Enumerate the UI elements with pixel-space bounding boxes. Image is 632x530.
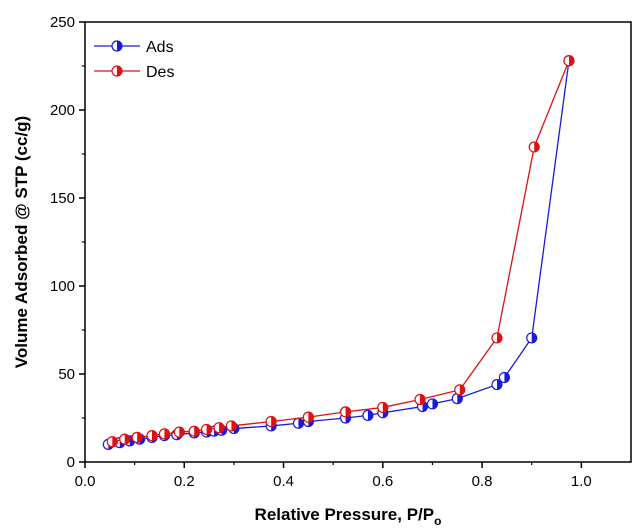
data-point-des bbox=[213, 422, 225, 434]
data-point-des bbox=[131, 431, 143, 443]
data-point-ads bbox=[292, 417, 305, 429]
data-point-des bbox=[106, 436, 118, 448]
data-point-des bbox=[225, 420, 238, 432]
data-point-des bbox=[265, 415, 277, 428]
data-point-des bbox=[146, 430, 158, 442]
data-point-des bbox=[491, 332, 503, 344]
data-point-des bbox=[339, 406, 352, 418]
x-tick-label: 0.0 bbox=[75, 473, 96, 490]
data-point-ads bbox=[498, 371, 511, 384]
plot-area: 0.0 0.2 0.4 0.6 0.8 1.0 0 50 100 150 200 250 bbox=[50, 14, 632, 490]
data-point-des bbox=[414, 393, 426, 406]
x-tick-label: 0.8 bbox=[472, 473, 493, 490]
plot-frame bbox=[84, 21, 632, 463]
legend-item-ads: Ads bbox=[94, 39, 174, 56]
y-tick-label: 150 bbox=[50, 190, 75, 207]
y-tick-label: 50 bbox=[58, 366, 75, 383]
legend-marker bbox=[111, 40, 123, 52]
x-tick-label: 1.0 bbox=[571, 473, 592, 490]
data-point-des bbox=[377, 401, 389, 414]
y-axis-title: Volume Adsorbed @ STP (cc/g) bbox=[12, 116, 31, 368]
legend-label: Des bbox=[146, 64, 174, 81]
data-point-ads bbox=[362, 409, 374, 421]
data-point-des bbox=[302, 411, 314, 423]
y-tick-label: 250 bbox=[50, 14, 75, 31]
legend-label: Ads bbox=[146, 39, 174, 56]
x-axis-title-main: Relative Pressure, P/P bbox=[255, 505, 435, 524]
data-point-ads bbox=[451, 393, 463, 405]
data-point-ads bbox=[526, 332, 538, 344]
data-point-des bbox=[201, 423, 213, 436]
data-point-des bbox=[158, 428, 171, 440]
y-tick-label: 200 bbox=[50, 102, 75, 119]
x-tick-label: 0.6 bbox=[372, 473, 393, 490]
data-point-des bbox=[188, 425, 200, 437]
x-axis-title-sub: o bbox=[434, 514, 441, 528]
data-point-des bbox=[454, 384, 466, 396]
data-point-des bbox=[119, 433, 131, 445]
data-point-des bbox=[563, 55, 575, 67]
legend-marker bbox=[111, 65, 123, 77]
x-axis-title: Relative Pressure, P/Po bbox=[255, 505, 442, 528]
data-point-ads bbox=[426, 398, 439, 410]
data-point-des bbox=[528, 141, 540, 153]
y-tick-label: 0 bbox=[67, 454, 75, 471]
y-tick-label: 100 bbox=[50, 278, 75, 295]
data-point-ads bbox=[491, 378, 503, 391]
x-tick-label: 0.2 bbox=[174, 473, 195, 490]
legend: Ads Des bbox=[94, 39, 174, 81]
legend-item-des: Des bbox=[94, 64, 174, 81]
x-tick-label: 0.4 bbox=[273, 473, 294, 490]
data-point-des bbox=[173, 426, 185, 438]
